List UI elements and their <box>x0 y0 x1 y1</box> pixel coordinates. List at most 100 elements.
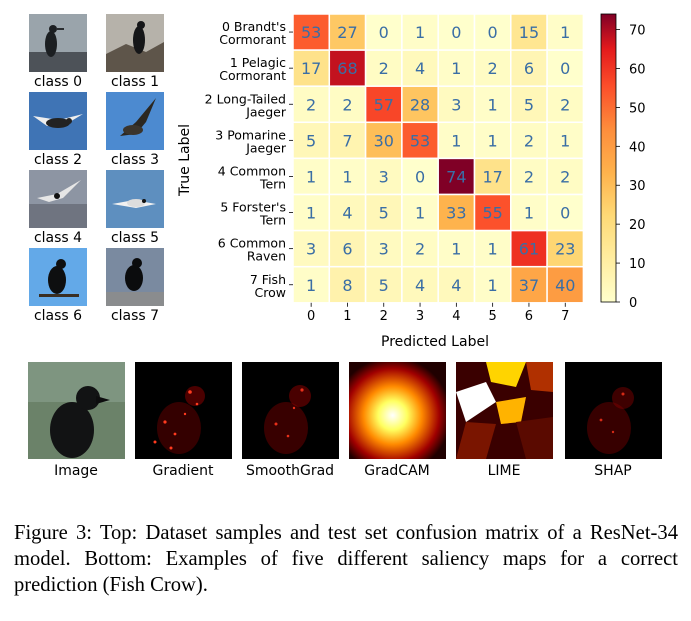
cell-value-label: 53 <box>301 23 321 42</box>
sample-image-class-2 <box>29 92 87 150</box>
cell-value-label: 2 <box>560 167 570 186</box>
heatmap-cell <box>401 265 439 304</box>
cell-value-label: 1 <box>342 167 352 186</box>
saliency-label: SmoothGrad <box>245 463 335 479</box>
heatmap-cell <box>510 193 548 232</box>
cell-value-label: 3 <box>379 167 389 186</box>
sample-image-class-7 <box>106 248 164 306</box>
cell-value-label: 61 <box>519 240 539 259</box>
cell-value-label: 0 <box>451 23 461 42</box>
cell-value-label: 2 <box>342 95 352 114</box>
heatmap-cell <box>510 85 548 124</box>
cell-value-label: 33 <box>446 204 466 223</box>
colorbar-tick-label: 30 <box>629 179 646 194</box>
sample-image-class-4 <box>29 170 87 228</box>
heatmap-cell <box>292 265 331 304</box>
cell-value-label: 37 <box>519 276 539 295</box>
y-tick-label: 5 Forster's Tern <box>220 200 286 228</box>
cell-value-label: 1 <box>488 131 498 150</box>
cell-value-label: 2 <box>524 131 534 150</box>
cell-value-label: 1 <box>451 59 461 78</box>
cell-value-label: 1 <box>306 167 316 186</box>
heatmap-cell <box>437 229 476 268</box>
cell-value-label: 0 <box>379 23 389 42</box>
heatmap-cell <box>437 49 476 87</box>
saliency-label: Image <box>54 463 98 479</box>
cell-value-label: 23 <box>555 240 575 259</box>
heatmap-cell <box>292 193 331 232</box>
colorbar-tick-label: 40 <box>629 140 646 155</box>
heatmap-cell <box>364 13 403 51</box>
heatmap-cell <box>546 229 585 268</box>
cell-value-label: 5 <box>306 131 316 150</box>
cell-value-label: 3 <box>379 240 389 259</box>
heatmap-cell <box>546 265 585 304</box>
cell-value-label: 30 <box>374 131 394 150</box>
cell-value-label: 68 <box>337 59 357 78</box>
cell-value-label: 1 <box>560 131 570 150</box>
cell-value-label: 53 <box>410 131 430 150</box>
y-tick-label: 2 Long-Tailed Jaeger <box>205 91 287 119</box>
heatmap-cell <box>401 121 439 160</box>
sample-label: class 3 <box>110 152 160 168</box>
x-tick-label: 6 <box>525 309 533 324</box>
heatmap-cell <box>546 193 585 232</box>
heatmap-cell <box>437 13 476 51</box>
cell-value-label: 2 <box>524 167 534 186</box>
heatmap-cell <box>546 157 585 196</box>
sample-image-class-3 <box>106 92 164 150</box>
sample-label: class 6 <box>33 308 83 324</box>
cell-value-label: 4 <box>415 276 425 295</box>
heatmap-cell <box>292 229 331 268</box>
heatmap-cell <box>328 13 367 51</box>
cell-value-label: 3 <box>306 240 316 259</box>
colorbar-tick-label: 20 <box>629 218 646 233</box>
x-tick-label: 0 <box>307 309 315 324</box>
heatmap-cell <box>546 121 585 160</box>
sample-image-class-0 <box>29 14 87 72</box>
saliency-smoothgrad-map <box>242 362 339 459</box>
x-tick-label: 4 <box>452 309 460 324</box>
cell-value-label: 28 <box>410 95 430 114</box>
heatmap-cell <box>401 157 439 196</box>
cell-value-label: 40 <box>555 276 575 295</box>
cell-value-label: 1 <box>488 276 498 295</box>
y-tick-label: 3 Pomarine Jaeger <box>215 127 287 155</box>
colorbar-tick-label: 10 <box>629 257 646 272</box>
sample-label: class 5 <box>110 230 160 246</box>
y-tick-label: 7 Fish Crow <box>250 272 286 300</box>
cell-value-label: 4 <box>451 276 461 295</box>
heatmap-cell <box>364 229 403 268</box>
sample-label: class 7 <box>110 308 160 324</box>
sample-image-class-6 <box>29 248 87 306</box>
cell-value-label: 2 <box>379 59 389 78</box>
saliency-gradcam-map <box>349 362 446 459</box>
x-tick-label: 5 <box>489 309 497 324</box>
sample-label: class 0 <box>33 74 83 90</box>
heatmap-cell <box>510 265 548 304</box>
saliency-input-image <box>28 362 125 459</box>
cell-value-label: 57 <box>374 95 394 114</box>
cell-value-label: 0 <box>560 204 570 223</box>
heatmap-cell <box>401 193 439 232</box>
heatmap-cell <box>364 193 403 232</box>
cell-value-label: 17 <box>482 167 502 186</box>
cell-value-label: 1 <box>560 23 570 42</box>
heatmap-cell <box>292 13 331 51</box>
y-tick-label: 6 Common Raven <box>218 236 286 264</box>
sample-image-class-1 <box>106 14 164 72</box>
cell-value-label: 1 <box>415 204 425 223</box>
saliency-label: SHAP <box>594 463 632 479</box>
y-axis-label: True Label <box>177 124 193 197</box>
sample-label: class 2 <box>33 152 83 168</box>
cell-value-label: 1 <box>451 240 461 259</box>
cell-value-label: 27 <box>337 23 357 42</box>
cell-value-label: 2 <box>306 95 316 114</box>
x-tick-label: 2 <box>380 309 388 324</box>
cell-value-label: 74 <box>446 167 466 186</box>
heatmap-cell <box>473 193 512 232</box>
cell-value-label: 17 <box>301 59 321 78</box>
x-tick-label: 7 <box>561 309 569 324</box>
cell-value-label: 5 <box>379 276 389 295</box>
cell-value-label: 0 <box>560 59 570 78</box>
